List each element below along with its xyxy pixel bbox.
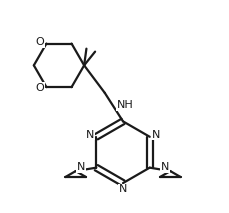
- Text: O: O: [35, 37, 44, 47]
- Text: N: N: [160, 162, 169, 172]
- Text: N: N: [118, 184, 127, 194]
- Text: O: O: [35, 83, 44, 93]
- Text: N: N: [85, 130, 94, 140]
- Text: NH: NH: [116, 100, 133, 110]
- Text: N: N: [76, 162, 85, 172]
- Text: N: N: [151, 130, 160, 140]
